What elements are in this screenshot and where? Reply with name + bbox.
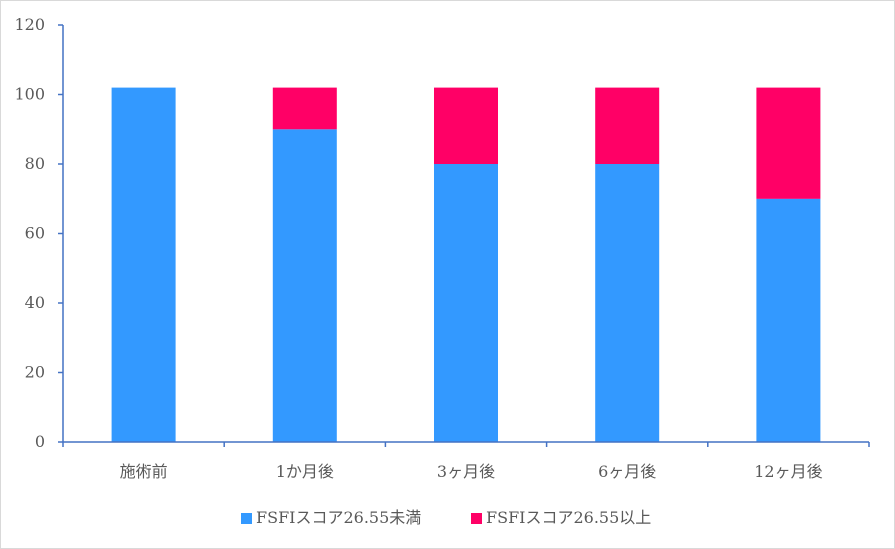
y-tick-label: 20 [25, 363, 45, 382]
bar-segment-below-1 [272, 129, 337, 443]
legend-label-below: FSFIスコア26.55未満 [256, 508, 421, 527]
bar-segment-above-2 [434, 87, 498, 164]
y-tick-label: 0 [35, 432, 45, 451]
bar-segment-below-3 [595, 164, 660, 442]
x-category-label: 6ヶ月後 [598, 462, 656, 481]
y-tick-label: 60 [25, 224, 45, 243]
y-tick-label: 40 [25, 293, 45, 312]
y-tick-label: 80 [25, 154, 45, 173]
x-category-label: 1か月後 [276, 462, 334, 481]
y-tick-label: 120 [14, 15, 45, 34]
x-category-label: 施術前 [120, 462, 168, 481]
bar-segment-above-4 [756, 87, 821, 199]
bar-segment-below-4 [756, 198, 821, 442]
bar-segment-above-1 [272, 87, 337, 130]
bar-segment-above-3 [595, 87, 660, 164]
y-tick-label: 100 [14, 85, 45, 104]
x-category-label: 12ヶ月後 [754, 462, 822, 481]
legend-label-above: FSFIスコア26.55以上 [486, 508, 651, 527]
bar-segment-below-2 [434, 164, 498, 442]
legend-swatch-below [241, 513, 252, 524]
legend-swatch-above [471, 513, 482, 524]
x-category-label: 3ヶ月後 [437, 462, 495, 481]
bar-segment-below-0 [111, 87, 176, 442]
